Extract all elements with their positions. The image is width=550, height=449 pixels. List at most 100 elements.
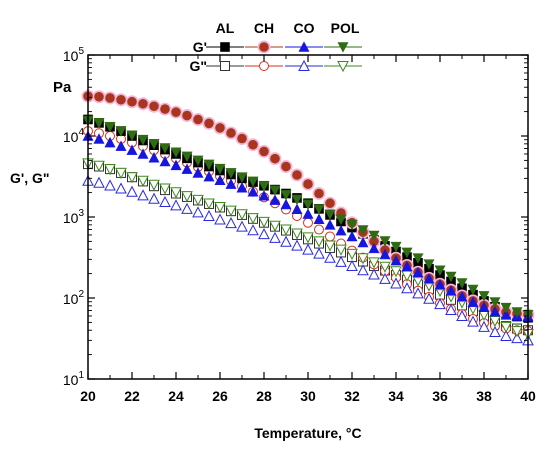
x-tick-label: 34 <box>388 388 404 404</box>
data-point <box>203 198 215 210</box>
data-point <box>214 213 226 225</box>
data-point <box>126 144 138 155</box>
data-point <box>148 179 160 191</box>
data-point <box>104 136 116 148</box>
x-axis-label: Temperature, °C <box>254 425 361 441</box>
data-point <box>401 282 413 294</box>
data-point <box>324 219 336 230</box>
data-point <box>489 305 501 317</box>
data-point <box>511 332 523 344</box>
data-point <box>379 261 391 273</box>
data-point <box>467 296 479 307</box>
data-point <box>291 239 303 251</box>
data-point <box>302 208 314 219</box>
legend-marker <box>298 59 310 71</box>
data-point <box>445 285 457 296</box>
x-tick-label: 30 <box>300 388 316 404</box>
data-point <box>159 143 171 154</box>
x-tick-label: 24 <box>168 388 184 404</box>
data-point <box>412 266 424 278</box>
data-point <box>500 321 512 333</box>
data-markers <box>81 89 535 346</box>
data-point <box>303 179 313 189</box>
x-tick-label: 32 <box>344 388 360 404</box>
data-point <box>247 176 259 188</box>
data-point <box>357 225 369 236</box>
data-point <box>302 232 314 244</box>
data-point <box>204 118 214 129</box>
data-point <box>248 139 258 150</box>
series-co-g-prime <box>82 130 534 322</box>
data-point <box>511 326 523 338</box>
data-point <box>203 170 215 182</box>
y-tick-label: 101 <box>63 370 85 388</box>
data-point <box>280 235 292 247</box>
data-point <box>258 181 270 192</box>
data-point <box>423 259 435 270</box>
data-point <box>445 271 457 283</box>
data-point <box>291 203 303 214</box>
data-point <box>193 114 203 125</box>
data-point <box>258 228 270 240</box>
data-point <box>346 230 358 242</box>
data-point <box>324 240 336 252</box>
data-point <box>478 291 490 302</box>
data-point <box>313 247 325 259</box>
data-point <box>126 130 138 141</box>
data-point <box>104 121 116 133</box>
data-point <box>225 217 237 229</box>
legend-marker <box>298 41 310 52</box>
data-point <box>280 224 292 236</box>
data-point <box>335 255 347 267</box>
data-point <box>137 148 149 159</box>
legend-column-label: CH <box>254 20 274 36</box>
data-point <box>203 209 215 221</box>
data-point <box>423 273 435 284</box>
data-point <box>346 219 358 231</box>
y-tick-label: 103 <box>63 208 85 226</box>
data-point <box>226 128 236 138</box>
data-point <box>445 303 457 316</box>
data-point <box>302 199 314 211</box>
data-point <box>160 104 170 114</box>
data-point <box>236 209 248 221</box>
data-point <box>115 126 127 137</box>
data-point <box>93 160 105 172</box>
data-point <box>423 292 435 304</box>
data-point <box>500 309 512 320</box>
data-point <box>247 213 259 225</box>
data-point <box>104 179 116 191</box>
data-point <box>94 91 104 102</box>
data-point <box>368 242 380 254</box>
data-point <box>258 216 270 228</box>
data-point <box>170 159 182 171</box>
data-point <box>236 182 248 193</box>
data-point <box>104 164 116 176</box>
data-point <box>105 93 115 103</box>
data-point <box>302 243 314 255</box>
legend-marker <box>259 42 269 52</box>
data-point <box>181 163 193 174</box>
data-point <box>314 224 324 235</box>
data-point <box>291 228 303 240</box>
data-point <box>346 259 358 272</box>
series-ch-g-prime <box>81 89 535 322</box>
legend-marker <box>220 42 230 52</box>
data-point <box>148 139 160 150</box>
y-axis-label: G', G" <box>10 170 50 186</box>
data-point <box>325 231 335 242</box>
data-point <box>346 248 358 261</box>
data-point <box>159 183 171 195</box>
data-point <box>357 253 369 265</box>
data-point <box>357 236 369 248</box>
data-point <box>258 190 270 201</box>
data-point <box>159 195 171 208</box>
data-point <box>269 220 281 232</box>
data-point <box>390 241 402 253</box>
y-tick-label: 105 <box>63 46 85 64</box>
data-point <box>401 260 413 272</box>
legend-column-label: POL <box>331 20 360 36</box>
data-point <box>467 315 479 327</box>
data-point <box>93 176 105 188</box>
